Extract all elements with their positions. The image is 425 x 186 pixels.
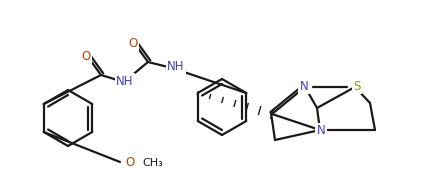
Text: O: O (128, 36, 138, 49)
Text: O: O (125, 156, 135, 169)
Text: N: N (317, 124, 326, 137)
Text: O: O (81, 49, 91, 62)
Text: CH₃: CH₃ (142, 158, 163, 168)
Text: NH: NH (167, 60, 185, 73)
Text: N: N (300, 79, 309, 92)
Text: NH: NH (116, 75, 134, 87)
Text: S: S (353, 79, 361, 92)
